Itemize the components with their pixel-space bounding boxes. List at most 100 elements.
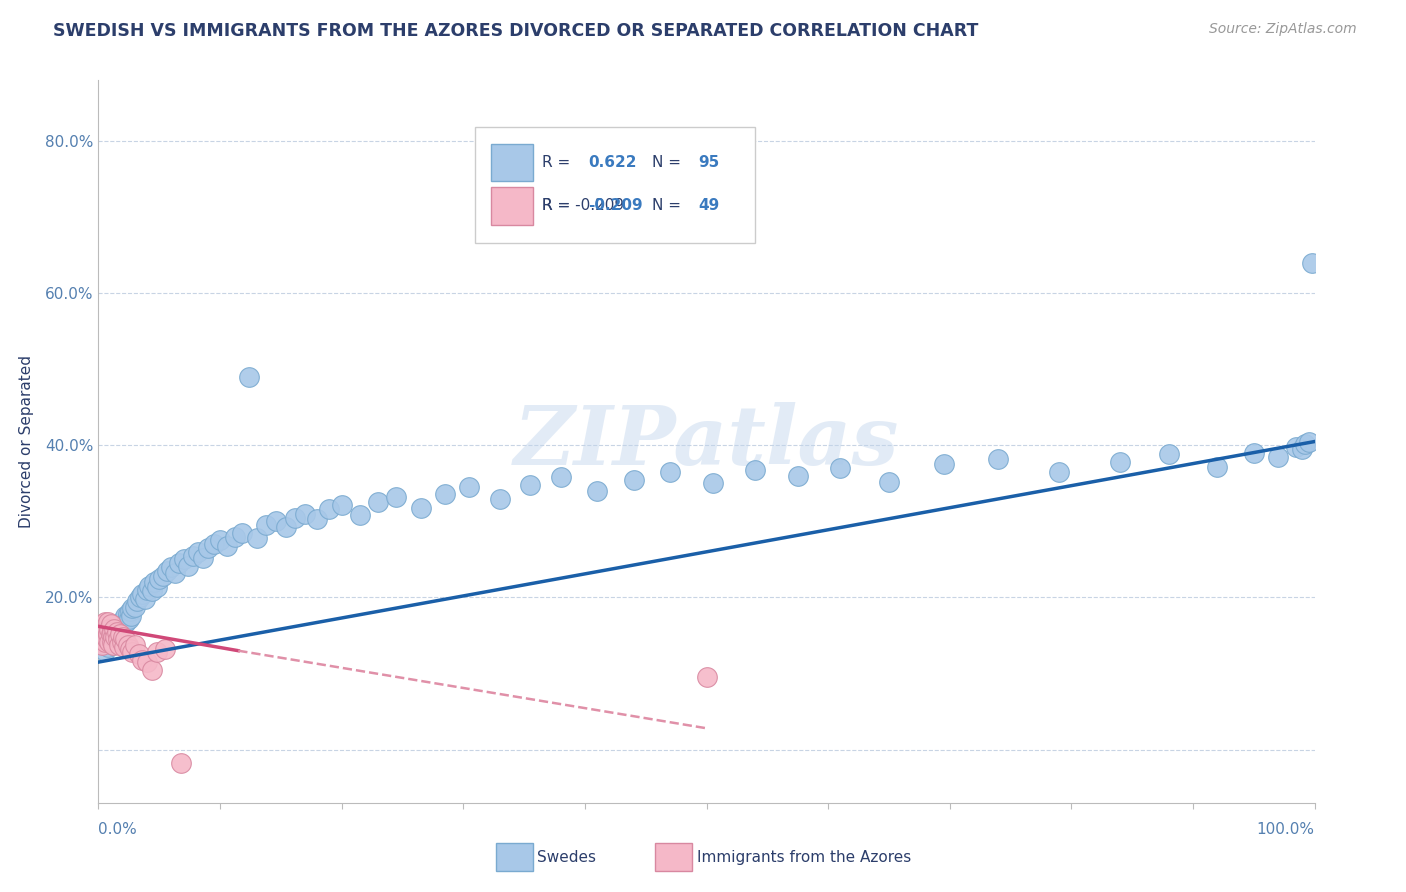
Point: [104, 630, 127, 644]
Text: N =: N =: [652, 155, 681, 170]
Point: [100, 617, 122, 632]
Text: R =: R =: [543, 199, 571, 213]
Point: [128, 591, 150, 605]
Point: [274, 520, 297, 534]
Point: [103, 623, 125, 637]
Point: [550, 470, 572, 484]
FancyBboxPatch shape: [491, 144, 533, 181]
Point: [141, 663, 163, 677]
Point: [128, 648, 150, 662]
Point: [488, 491, 510, 506]
Point: [163, 566, 186, 581]
Point: [146, 645, 169, 659]
Point: [1243, 446, 1265, 460]
Point: [101, 638, 124, 652]
Point: [107, 617, 129, 632]
Point: [108, 624, 131, 639]
Point: [586, 483, 609, 498]
Point: [101, 634, 124, 648]
Point: [108, 638, 131, 652]
Point: [702, 476, 724, 491]
FancyBboxPatch shape: [491, 187, 533, 225]
Point: [209, 533, 232, 548]
Point: [136, 582, 159, 597]
Point: [623, 473, 645, 487]
Point: [134, 591, 156, 606]
Point: [254, 518, 277, 533]
Point: [127, 594, 149, 608]
Point: [124, 638, 146, 652]
Point: [138, 579, 160, 593]
Point: [101, 621, 124, 635]
Point: [98, 623, 121, 637]
Point: [112, 640, 135, 654]
Point: [120, 608, 142, 623]
Point: [318, 502, 340, 516]
Point: [284, 510, 307, 524]
Point: [245, 531, 267, 545]
Point: [89, 630, 111, 644]
Point: [114, 609, 136, 624]
Point: [121, 601, 143, 615]
Point: [111, 630, 134, 644]
Text: -0.209: -0.209: [589, 199, 643, 213]
Point: [877, 475, 900, 489]
Point: [231, 525, 253, 540]
Point: [96, 623, 118, 637]
Text: Source: ZipAtlas.com: Source: ZipAtlas.com: [1209, 22, 1357, 37]
Point: [136, 655, 159, 669]
Point: [173, 552, 195, 566]
Point: [1109, 455, 1132, 469]
Point: [167, 556, 190, 570]
Text: SWEDISH VS IMMIGRANTS FROM THE AZORES DIVORCED OR SEPARATED CORRELATION CHART: SWEDISH VS IMMIGRANTS FROM THE AZORES DI…: [53, 22, 979, 40]
Point: [1267, 450, 1289, 464]
Point: [659, 465, 682, 479]
Point: [111, 613, 134, 627]
Point: [409, 500, 432, 515]
Point: [1294, 437, 1316, 451]
Point: [349, 508, 371, 523]
Point: [1206, 459, 1229, 474]
Point: [155, 564, 177, 578]
Point: [98, 634, 121, 648]
Point: [1157, 447, 1180, 461]
Point: [101, 630, 124, 644]
Point: [124, 599, 146, 614]
Point: [191, 550, 214, 565]
Point: [117, 638, 139, 652]
Point: [1047, 465, 1070, 479]
Point: [94, 624, 117, 639]
FancyBboxPatch shape: [475, 128, 755, 243]
Text: Immigrants from the Azores: Immigrants from the Azores: [697, 850, 911, 864]
Point: [100, 636, 122, 650]
Point: [97, 627, 120, 641]
Point: [104, 627, 127, 641]
Point: [101, 638, 124, 652]
Point: [294, 507, 316, 521]
Point: [118, 604, 141, 618]
Point: [110, 619, 132, 633]
Point: [107, 632, 129, 647]
Point: [105, 623, 128, 637]
Point: [146, 580, 169, 594]
Point: [160, 560, 183, 574]
Point: [105, 633, 128, 648]
Point: [91, 619, 114, 633]
Point: [786, 468, 808, 483]
Point: [91, 617, 114, 632]
Point: [202, 537, 225, 551]
Point: [932, 458, 955, 472]
Point: [385, 490, 408, 504]
Point: [367, 494, 389, 508]
Point: [987, 452, 1010, 467]
Point: [141, 584, 163, 599]
Point: [696, 670, 718, 684]
Point: [90, 634, 112, 648]
Point: [90, 624, 112, 639]
Point: [1291, 442, 1313, 457]
Point: [143, 575, 166, 590]
Point: [148, 572, 170, 586]
Point: [177, 558, 200, 573]
Point: [91, 632, 114, 647]
Point: [131, 653, 153, 667]
